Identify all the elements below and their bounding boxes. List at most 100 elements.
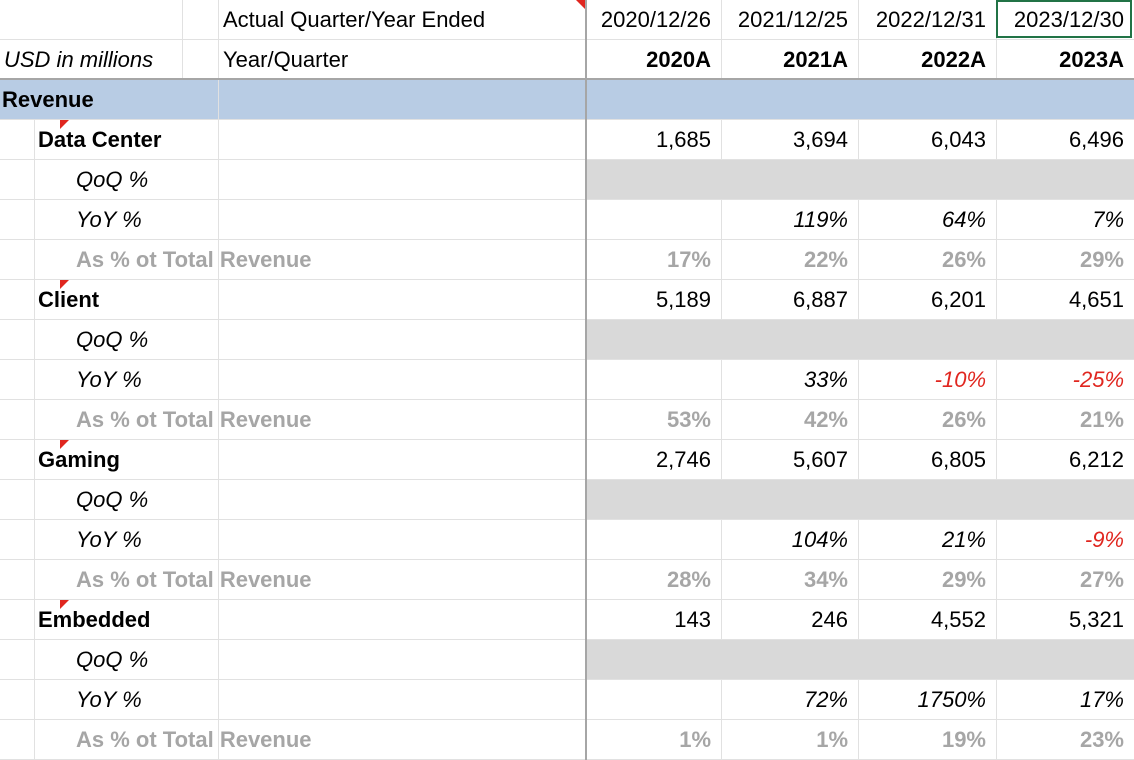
comment-indicator-icon[interactable] bbox=[60, 280, 69, 289]
period-label[interactable]: Year/Quarter bbox=[223, 47, 349, 72]
yoy-row: YoY % 104% 21% -9% bbox=[0, 520, 1134, 560]
value-cell[interactable]: 5,321 bbox=[1068, 607, 1124, 632]
pct-cell[interactable]: 28% bbox=[586, 560, 722, 599]
pct-cell[interactable]: 1% bbox=[722, 720, 859, 759]
yoy-cell[interactable]: 104% bbox=[722, 520, 859, 559]
date-cell[interactable]: 2022/12/31 bbox=[859, 0, 997, 39]
yoy-label[interactable]: YoY % bbox=[76, 207, 142, 232]
pct-cell[interactable]: 42% bbox=[722, 400, 859, 439]
pct-cell[interactable]: 17% bbox=[586, 240, 722, 279]
header-title: Actual Quarter/Year Ended bbox=[223, 7, 486, 32]
date-cell[interactable]: 2020/12/26 bbox=[586, 0, 722, 39]
frozen-row-divider bbox=[0, 78, 1134, 80]
value-cell[interactable]: 4,651 bbox=[1068, 287, 1124, 312]
selected-cell-border bbox=[996, 0, 1132, 38]
yoy-label[interactable]: YoY % bbox=[76, 527, 142, 552]
value-cell[interactable]: 1,685 bbox=[586, 120, 722, 159]
yoy-cell[interactable] bbox=[586, 360, 722, 399]
value-cell[interactable]: 2,746 bbox=[586, 440, 722, 479]
date-cell[interactable]: 2021/12/25 bbox=[722, 0, 859, 39]
pct-label[interactable]: As % ot Total Revenue bbox=[76, 727, 312, 752]
yoy-cell[interactable]: 33% bbox=[722, 360, 859, 399]
pct-cell[interactable]: 34% bbox=[722, 560, 859, 599]
yoy-cell[interactable]: 1750% bbox=[859, 680, 997, 719]
section-band bbox=[0, 80, 1134, 119]
period-cell[interactable]: 2020A bbox=[586, 40, 722, 79]
qoq-label[interactable]: QoQ % bbox=[76, 647, 149, 672]
value-cell[interactable]: 143 bbox=[586, 600, 722, 639]
segment-name[interactable]: Gaming bbox=[38, 447, 120, 472]
value-cell[interactable]: 5,607 bbox=[722, 440, 859, 479]
gridline bbox=[218, 0, 219, 760]
date-cell[interactable]: 2023/12/30 bbox=[1013, 7, 1124, 32]
yoy-cell[interactable]: -10% bbox=[859, 360, 997, 399]
pct-cell[interactable]: 19% bbox=[859, 720, 997, 759]
yoy-label[interactable]: YoY % bbox=[76, 687, 142, 712]
pct-cell[interactable]: 23% bbox=[1079, 727, 1124, 752]
qoq-row: QoQ % bbox=[0, 320, 1134, 360]
qoq-label[interactable]: QoQ % bbox=[76, 167, 149, 192]
comment-indicator-icon[interactable] bbox=[60, 120, 69, 129]
qoq-label[interactable]: QoQ % bbox=[76, 327, 149, 352]
segment-row: Client 5,189 6,887 6,201 4,651 bbox=[0, 280, 1134, 320]
pct-cell[interactable]: 26% bbox=[859, 240, 997, 279]
yoy-cell[interactable] bbox=[586, 200, 722, 239]
yoy-cell[interactable] bbox=[586, 680, 722, 719]
comment-indicator-icon[interactable] bbox=[60, 600, 69, 609]
pct-cell[interactable]: 22% bbox=[722, 240, 859, 279]
yoy-cell[interactable]: -25% bbox=[1072, 367, 1124, 392]
pct-label[interactable]: As % ot Total Revenue bbox=[76, 567, 312, 592]
pct-cell[interactable]: 53% bbox=[586, 400, 722, 439]
pct-cell[interactable]: 29% bbox=[1079, 247, 1124, 272]
yoy-cell[interactable]: 17% bbox=[1079, 687, 1124, 712]
qoq-fill bbox=[586, 320, 1134, 359]
value-cell[interactable]: 4,552 bbox=[859, 600, 997, 639]
period-cell[interactable]: 2022A bbox=[859, 40, 997, 79]
qoq-row: QoQ % bbox=[0, 640, 1134, 680]
value-cell[interactable]: 6,496 bbox=[1068, 127, 1124, 152]
pct-cell[interactable]: 21% bbox=[1079, 407, 1124, 432]
period-cell[interactable]: 2023A bbox=[1059, 47, 1124, 72]
value-cell[interactable]: 6,887 bbox=[722, 280, 859, 319]
qoq-fill bbox=[586, 480, 1134, 519]
segment-row: Gaming 2,746 5,607 6,805 6,212 bbox=[0, 440, 1134, 480]
yoy-label[interactable]: YoY % bbox=[76, 367, 142, 392]
comment-indicator-icon[interactable] bbox=[60, 440, 69, 449]
pct-label[interactable]: As % ot Total Revenue bbox=[76, 247, 312, 272]
segment-name[interactable]: Embedded bbox=[38, 607, 151, 632]
comment-indicator-icon[interactable] bbox=[576, 0, 585, 9]
yoy-row: YoY % 72% 1750% 17% bbox=[0, 680, 1134, 720]
pct-cell[interactable]: 29% bbox=[859, 560, 997, 599]
yoy-cell[interactable]: 21% bbox=[859, 520, 997, 559]
value-cell[interactable]: 5,189 bbox=[586, 280, 722, 319]
pct-cell[interactable]: 1% bbox=[586, 720, 722, 759]
header-title-cell[interactable]: Actual Quarter/Year Ended bbox=[223, 0, 586, 39]
yoy-cell[interactable]: 7% bbox=[1092, 207, 1124, 232]
segment-row: Data Center 1,685 3,694 6,043 6,496 bbox=[0, 120, 1134, 160]
units-label[interactable]: USD in millions bbox=[4, 47, 154, 72]
value-cell[interactable]: 6,805 bbox=[859, 440, 997, 479]
yoy-cell[interactable]: 72% bbox=[722, 680, 859, 719]
value-cell[interactable]: 3,694 bbox=[722, 120, 859, 159]
pct-cell[interactable]: 26% bbox=[859, 400, 997, 439]
pct-label[interactable]: As % ot Total Revenue bbox=[76, 407, 312, 432]
period-cell[interactable]: 2021A bbox=[722, 40, 859, 79]
yoy-cell[interactable]: 64% bbox=[859, 200, 997, 239]
header-dates-row: Actual Quarter/Year Ended 2020/12/26 202… bbox=[0, 0, 1134, 40]
pct-cell[interactable]: 27% bbox=[1079, 567, 1124, 592]
yoy-cell[interactable]: 119% bbox=[722, 200, 859, 239]
qoq-row: QoQ % bbox=[0, 480, 1134, 520]
value-cell[interactable]: 246 bbox=[722, 600, 859, 639]
yoy-cell[interactable]: -9% bbox=[1084, 527, 1124, 552]
segment-name[interactable]: Data Center bbox=[38, 127, 162, 152]
value-cell[interactable]: 6,212 bbox=[1068, 447, 1124, 472]
segment-name[interactable]: Client bbox=[38, 287, 100, 312]
value-cell[interactable]: 6,043 bbox=[859, 120, 997, 159]
pct-of-total-row: As % ot Total Revenue 28% 34% 29% 27% bbox=[0, 560, 1134, 600]
value-cell[interactable]: 6,201 bbox=[859, 280, 997, 319]
yoy-cell[interactable] bbox=[586, 520, 722, 559]
section-label[interactable]: Revenue bbox=[2, 87, 94, 112]
header-period-row: USD in millions Year/Quarter 2020A 2021A… bbox=[0, 40, 1134, 80]
qoq-label[interactable]: QoQ % bbox=[76, 487, 149, 512]
